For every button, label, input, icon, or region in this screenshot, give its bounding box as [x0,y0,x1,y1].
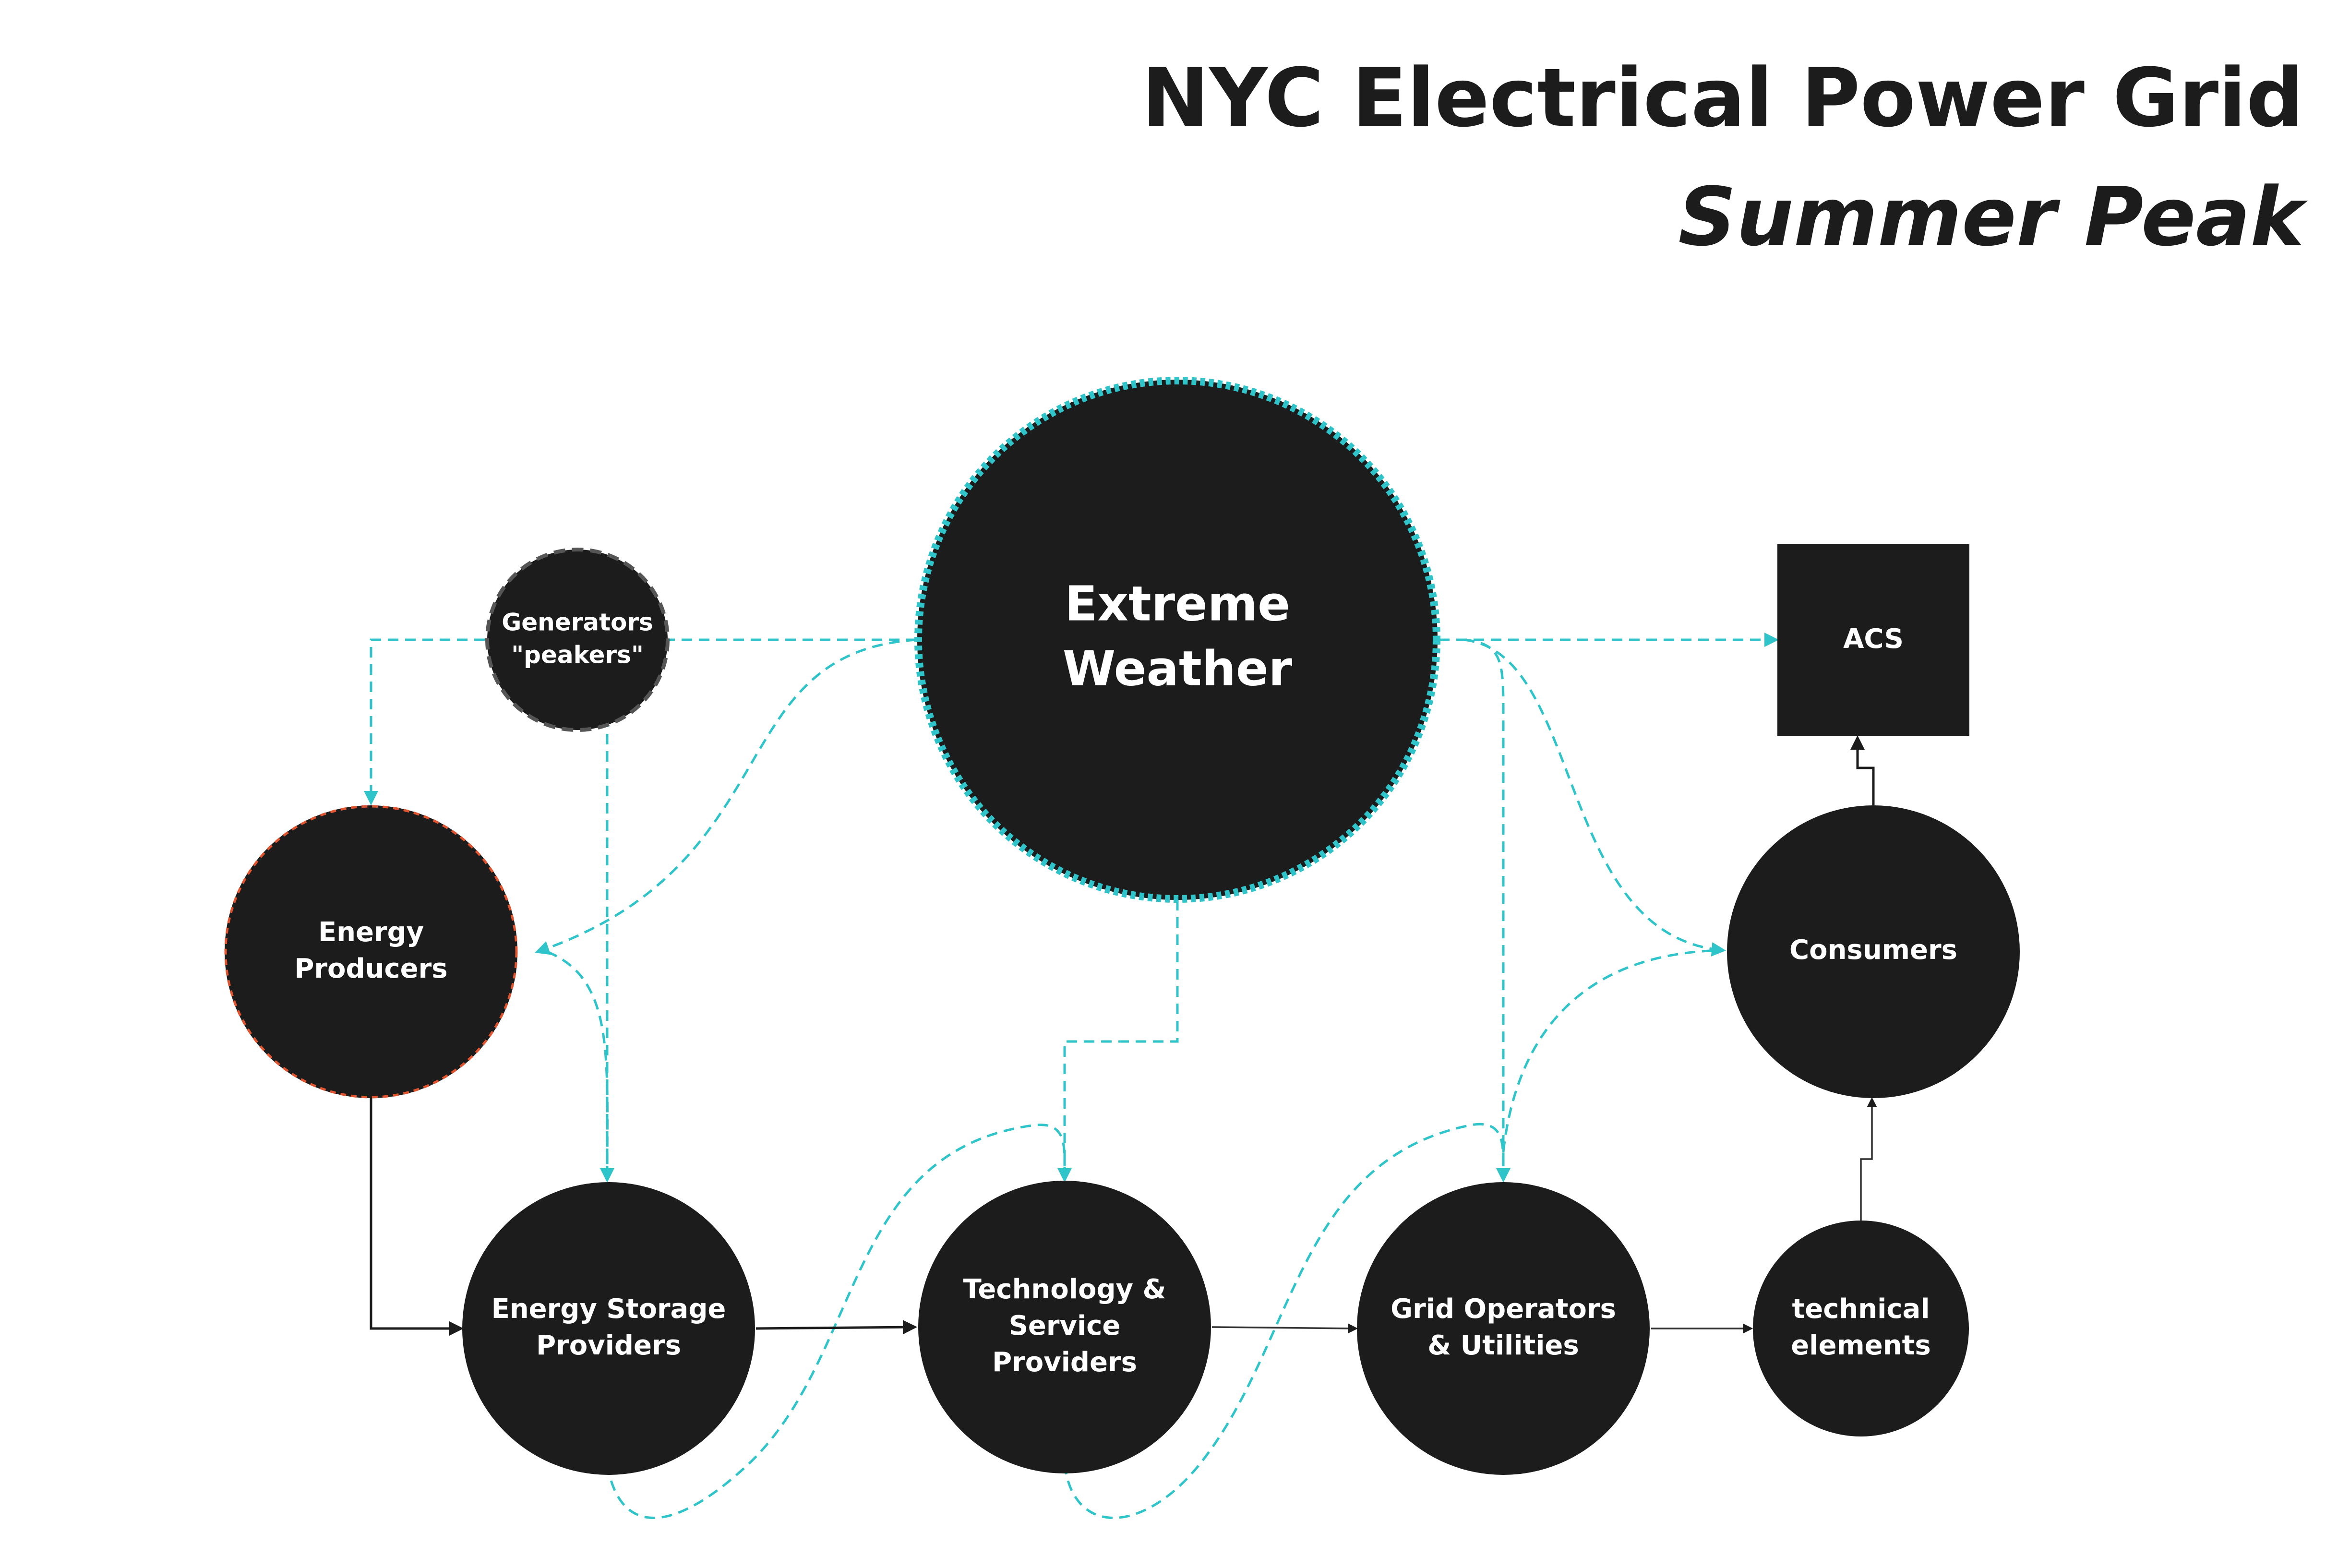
diagram-title: NYC Electrical Power Grid [1142,51,2304,145]
node-extreme-weather[interactable]: Extreme Weather [914,377,1440,903]
energy-producers-label-1: Energy [318,917,424,948]
energy-storage-label-2: Providers [536,1330,681,1361]
connector-weather-to-producers-top [364,638,917,805]
node-technical-elements[interactable]: technical elements [1753,1221,1969,1436]
consumers-label: Consumers [1789,934,1957,966]
node-acs[interactable]: ACS [1777,544,1969,736]
grid-operators-label-1: Grid Operators [1391,1293,1616,1325]
extreme-weather-label-1: Extreme [1065,575,1290,632]
energy-storage-label-1: Energy Storage [492,1293,726,1325]
flow-producers-to-storage [370,1097,464,1336]
technical-elements-label-2: elements [1791,1330,1930,1361]
connector-storage-to-technology-loop [606,1124,1066,1519]
generators-label-2: "peakers" [511,641,644,669]
connector-weather-to-producers-curve [535,638,917,955]
energy-producers-label-2: Producers [294,953,447,984]
node-grid-operators-utilities[interactable]: Grid Operators & Utilities [1357,1182,1650,1475]
node-energy-producers[interactable]: Energy Producers [224,805,518,1099]
connector-weather-to-consumers [1463,638,1726,957]
flow-connectors [370,735,1877,1336]
node-generators-peakers[interactable]: Generators "peakers" [485,548,670,732]
connector-weather-to-technology [1057,900,1179,1183]
node-consumers[interactable]: Consumers [1727,805,2020,1098]
flow-consumers-to-acs [1850,735,1875,805]
influence-connectors [364,633,1779,1519]
diagram-subtitle: Summer Peak [1678,170,2308,264]
technology-label-1: Technology & [963,1274,1166,1305]
connector-weather-to-grid-operators [1463,638,1511,1183]
flow-technical-to-consumers [1860,1097,1877,1221]
acs-label: ACS [1843,623,1904,655]
technical-elements-label-1: technical [1792,1293,1930,1325]
technology-label-2: Service [1009,1310,1121,1341]
node-technology-service-providers[interactable]: Technology & Service Providers [918,1181,1211,1473]
technology-label-3: Providers [992,1347,1137,1378]
connector-grid-to-consumers [1502,949,1724,1152]
grid-operators-label-2: & Utilities [1427,1330,1579,1361]
flow-storage-to-technology [755,1320,917,1335]
node-energy-storage-providers[interactable]: Energy Storage Providers [462,1182,755,1475]
extreme-weather-label-2: Weather [1063,640,1293,696]
flow-technology-to-grid [1211,1323,1358,1334]
generators-label-1: Generators [502,609,653,636]
connector-producers-to-storage-curve [547,950,609,1176]
connector-technology-to-grid-loop [1063,1123,1505,1519]
